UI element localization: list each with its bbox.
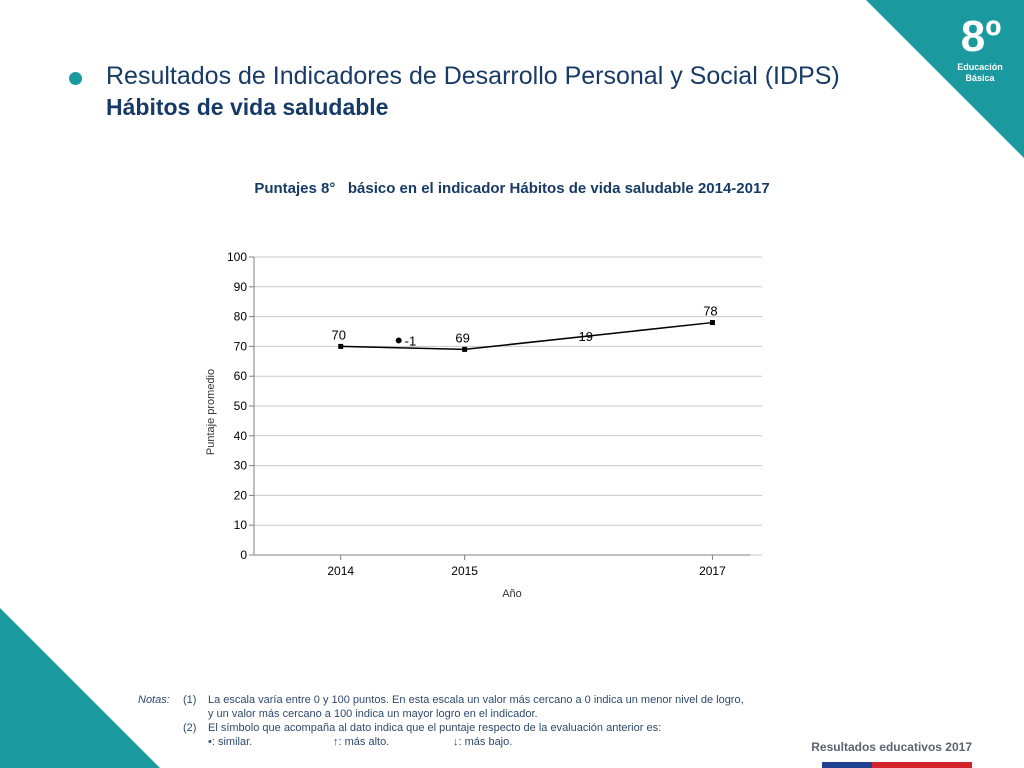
legend-higher: ↑: más alto. bbox=[333, 736, 390, 748]
notes-label: Notas: bbox=[138, 694, 170, 706]
flag-blue-segment bbox=[822, 762, 872, 768]
x-axis-label: Año bbox=[502, 588, 522, 600]
x-tick-label: 2017 bbox=[699, 564, 726, 578]
y-tick-label: 50 bbox=[234, 399, 248, 413]
note-1-text: La escala varía entre 0 y 100 puntos. En… bbox=[208, 694, 744, 706]
y-tick-label: 20 bbox=[234, 488, 248, 502]
change-annotation: -1 bbox=[405, 333, 417, 348]
corner-decoration-top-right bbox=[866, 0, 1024, 158]
y-tick-label: 80 bbox=[234, 310, 248, 324]
data-label: 70 bbox=[331, 327, 345, 342]
legend-similar: •: similar. bbox=[208, 736, 253, 748]
y-tick-label: 30 bbox=[234, 459, 248, 473]
y-tick-label: 40 bbox=[234, 429, 248, 443]
note-1-number: (1) bbox=[183, 694, 197, 706]
page-title: Resultados de Indicadores de Desarrollo … bbox=[106, 62, 840, 90]
x-tick-label: 2015 bbox=[451, 564, 478, 578]
title-bullet-icon bbox=[69, 72, 82, 85]
y-tick-label: 0 bbox=[240, 548, 247, 562]
note-2-number: (2) bbox=[183, 722, 197, 734]
flag-red-segment bbox=[872, 762, 972, 768]
y-tick-label: 10 bbox=[234, 518, 248, 532]
legend-lower: ↓: más bajo. bbox=[453, 736, 513, 748]
corner-decoration-bottom-left bbox=[0, 608, 160, 768]
y-tick-label: 90 bbox=[234, 280, 248, 294]
footer-text: Resultados educativos 2017 bbox=[811, 740, 972, 754]
data-point-marker bbox=[462, 346, 468, 352]
education-level-label: Educación Básica bbox=[957, 62, 1003, 83]
note-1-text-continued: y un valor más cercano a 100 indica un m… bbox=[208, 708, 538, 720]
note-2-text: El símbolo que acompaña al dato indica q… bbox=[208, 722, 662, 734]
page-subtitle: Hábitos de vida saludable bbox=[106, 94, 389, 120]
y-axis-label: Puntaje promedio bbox=[205, 369, 217, 455]
data-label: 69 bbox=[455, 330, 469, 345]
data-point-marker bbox=[338, 343, 344, 349]
y-tick-label: 100 bbox=[227, 250, 247, 264]
x-tick-label: 2014 bbox=[327, 564, 354, 578]
change-annotation: 19 bbox=[579, 329, 593, 344]
grade-badge: 8º bbox=[960, 12, 1002, 61]
y-tick-label: 60 bbox=[234, 369, 248, 383]
line-chart: 0 10 20 30 40 50 60 70 80 90 100 2014 2015 2017 Año Pun… bbox=[205, 250, 762, 600]
data-point-marker bbox=[709, 320, 715, 326]
data-label: 78 bbox=[703, 304, 717, 319]
flag-stripe bbox=[822, 762, 972, 768]
change-dot-icon bbox=[395, 337, 402, 344]
y-tick-label: 70 bbox=[234, 339, 248, 353]
series-line bbox=[340, 321, 713, 351]
chart-title: Puntajes 8° básico en el indicador Hábit… bbox=[254, 180, 770, 197]
